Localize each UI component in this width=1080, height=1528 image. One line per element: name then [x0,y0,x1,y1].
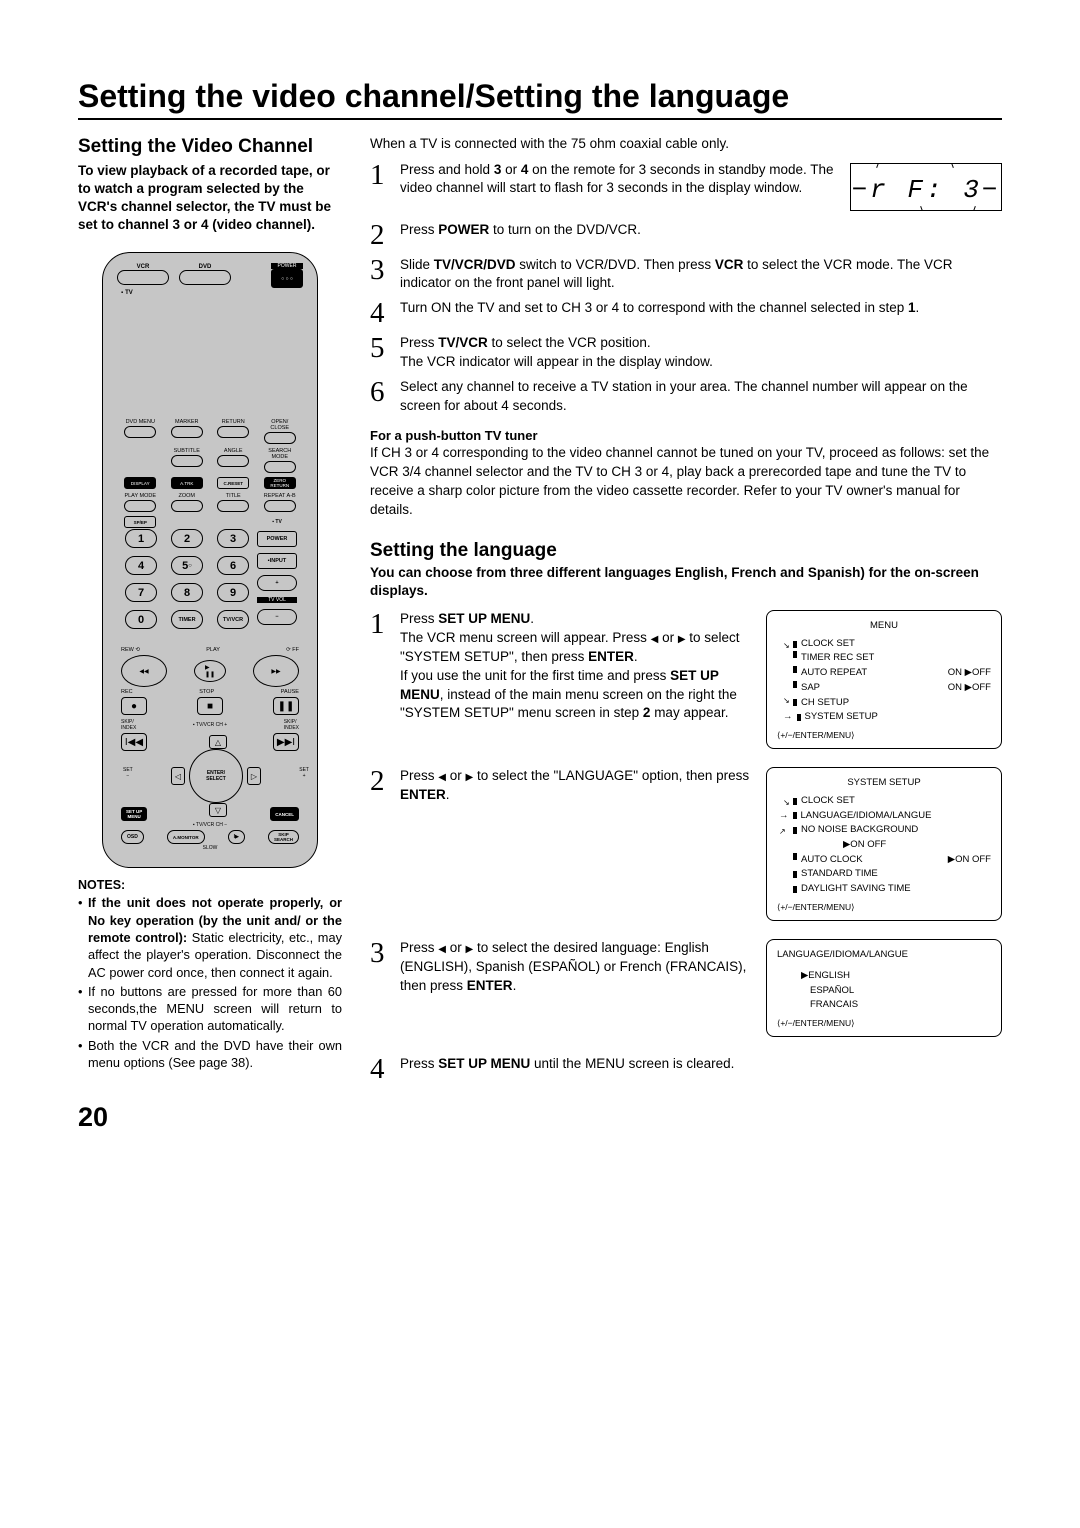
menu-screen-1: MENU ↘ CLOCK SET TIMER REC SET AUTO REPE… [766,610,1002,749]
remote-control-illustration: VCR DVD POWER○ ○ ○ ▪TV DVD MENU MARKER R… [102,252,318,868]
coax-note: When a TV is connected with the 75 ohm c… [370,136,1002,151]
menu-screen-2: SYSTEM SETUP ↘ CLOCK SET →LANGUAGE/IDIOM… [766,767,1002,921]
menu-screen-3: LANGUAGE/IDIOMA/LANGUE ▶ENGLISH ESPAÑOL … [766,939,1002,1037]
page-number: 20 [78,1102,1002,1133]
notes-list: If the unit does not operate properly, o… [78,894,342,1071]
video-channel-intro: To view playback of a recorded tape, or … [78,162,342,235]
language-steps: 1 Press SET UP MENU. The VCR menu screen… [370,610,1002,1084]
video-channel-steps: 1 −r F: 3− Press and hold 3 or 4 on the … [370,161,1002,416]
right-arrow-icon [678,630,686,645]
section-video-channel-heading: Setting the Video Channel [78,136,342,158]
push-button-text: If CH 3 or 4 corresponding to the video … [370,444,1002,520]
title-rule [78,118,1002,120]
main-title: Setting the video channel/Setting the la… [78,80,1002,114]
left-arrow-icon [438,768,446,783]
push-button-heading: For a push-button TV tuner [370,428,1002,443]
language-intro: You can choose from three different lang… [370,564,1002,600]
section-language-heading: Setting the language [370,540,1002,562]
notes-heading: NOTES: [78,878,342,892]
left-arrow-icon [438,940,446,955]
display-window-illustration: −r F: 3− [850,163,1002,211]
